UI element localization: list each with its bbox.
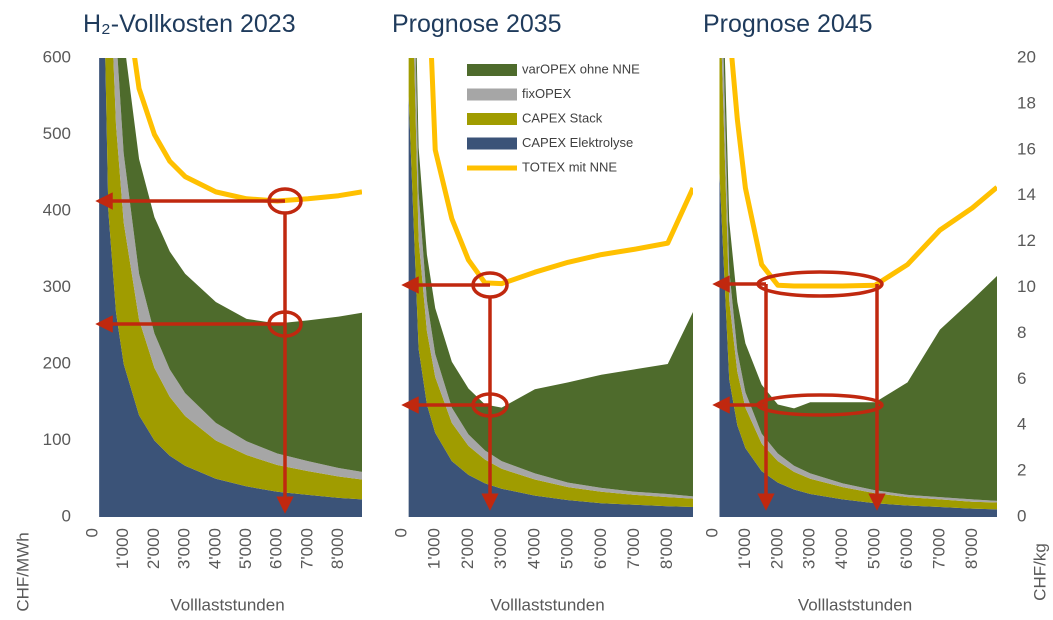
x-tick-label: 2'000 xyxy=(767,528,786,569)
x-tick-label: 7'000 xyxy=(297,528,316,569)
legend-swatch xyxy=(467,113,517,125)
x-tick-label: 3'000 xyxy=(491,528,510,569)
x-tick-label: 5'000 xyxy=(558,528,577,569)
x-tick-label: 4'000 xyxy=(524,528,543,569)
area xyxy=(99,58,362,517)
x-tick-label: 4'000 xyxy=(832,528,851,569)
highlight xyxy=(267,310,303,338)
y-axis-label: CHF/MWh xyxy=(13,532,32,611)
legend-label: TOTEX mit NNE xyxy=(522,159,617,174)
y-tick-label: 600 xyxy=(43,47,71,66)
y2-tick-label: 14 xyxy=(1017,185,1036,204)
legend-label: varOPEX ohne NNE xyxy=(522,61,640,76)
legend-label: CAPEX Elektrolyse xyxy=(522,135,633,150)
y-tick-label: 100 xyxy=(43,430,71,449)
y-tick-label: 200 xyxy=(43,353,71,372)
x-tick-label: 4'000 xyxy=(205,528,224,569)
x-tick-label: 5'000 xyxy=(236,528,255,569)
y-tick-label: 400 xyxy=(43,200,71,219)
y-tick-label: 0 xyxy=(62,506,71,525)
x-tick-label: 3'000 xyxy=(800,528,819,569)
x-tick-label: 6'000 xyxy=(267,528,286,569)
x-tick-label: 1'000 xyxy=(735,528,754,569)
highlight xyxy=(756,393,884,417)
chart-title: Prognose 2035 xyxy=(392,10,562,38)
y2-tick-label: 4 xyxy=(1017,415,1026,434)
x-tick-label: 7'000 xyxy=(624,528,643,569)
annotations xyxy=(95,187,886,514)
plots: H₂-Vollkosten 2023 Volllaststunden 0 1'000 2… xyxy=(13,10,1049,614)
highlight xyxy=(471,271,509,299)
legend-swatch xyxy=(467,64,517,76)
line xyxy=(729,58,997,289)
x-tick-label: 1'000 xyxy=(425,528,444,569)
x-tick-label: 1'000 xyxy=(113,528,132,569)
y2-axis-label: CHF/kg xyxy=(1030,543,1049,601)
area xyxy=(723,58,997,501)
y2-tick-label: 12 xyxy=(1017,231,1036,250)
x-axis-label: Volllaststunden xyxy=(798,595,912,614)
x-tick-label: 5'000 xyxy=(865,528,884,569)
x-tick-label: 2'000 xyxy=(144,528,163,569)
x-tick-label: 8'000 xyxy=(328,528,347,569)
area xyxy=(415,58,693,497)
chart-title: Prognose 2045 xyxy=(703,10,873,38)
y2-tick-label: 16 xyxy=(1017,139,1036,158)
plot-area xyxy=(719,58,997,517)
legend-label: CAPEX Stack xyxy=(522,110,603,125)
y2-tick-label: 8 xyxy=(1017,323,1026,342)
line xyxy=(429,58,693,287)
x-tick-label: 8'000 xyxy=(962,528,981,569)
legend-label: fixOPEX xyxy=(522,86,571,101)
legend-swatch xyxy=(467,88,517,101)
y2-tick-label: 2 xyxy=(1017,461,1026,480)
y2-tick-label: 18 xyxy=(1017,93,1036,112)
x-tick-label: 3'000 xyxy=(175,528,194,569)
chart-title: H₂-Vollkosten 2023 xyxy=(83,10,296,38)
plot-area xyxy=(408,58,693,517)
legend-swatch xyxy=(467,137,517,150)
x-axis-label: Volllaststunden xyxy=(490,595,604,614)
line xyxy=(132,58,362,204)
x-tick-label: 2'000 xyxy=(458,528,477,569)
x-tick-label: 0 xyxy=(391,528,410,537)
plot-area xyxy=(99,58,362,517)
x-tick-label: 6'000 xyxy=(897,528,916,569)
highlight xyxy=(471,392,509,418)
y-tick-label: 300 xyxy=(43,277,71,296)
area xyxy=(117,58,362,472)
x-tick-label: 0 xyxy=(702,528,721,537)
y2-tick-label: 10 xyxy=(1017,277,1036,296)
y2-tick-label: 0 xyxy=(1017,506,1026,525)
x-tick-label: 0 xyxy=(82,528,101,537)
x-tick-label: 6'000 xyxy=(591,528,610,569)
x-tick-label: 7'000 xyxy=(929,528,948,569)
x-axis-label: Volllaststunden xyxy=(170,595,284,614)
highlight xyxy=(267,187,303,215)
y2-tick-label: 20 xyxy=(1017,47,1036,66)
x-tick-label: 8'000 xyxy=(657,528,676,569)
y-tick-label: 500 xyxy=(43,124,71,143)
area xyxy=(408,96,693,517)
y2-tick-label: 6 xyxy=(1017,369,1026,388)
area xyxy=(719,172,997,517)
highlight xyxy=(756,270,884,298)
